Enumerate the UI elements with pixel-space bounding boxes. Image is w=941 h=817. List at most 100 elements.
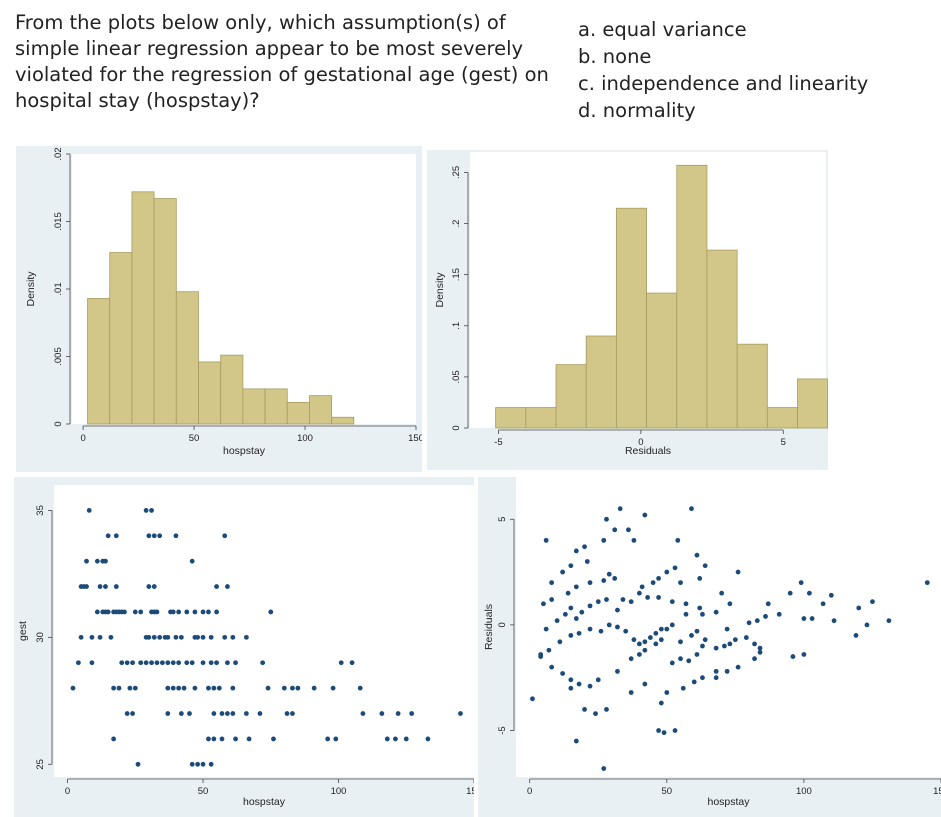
scatter-point — [97, 634, 103, 640]
scatter-point — [606, 622, 612, 628]
scatter-point — [724, 668, 730, 674]
option-letter: d. — [578, 99, 597, 122]
scatter-point — [230, 685, 236, 691]
scatter-point — [636, 652, 642, 657]
scatter-point — [219, 711, 225, 716]
scatter-point — [211, 711, 217, 716]
scatter-point — [284, 711, 290, 716]
x-tick-label: 100 — [331, 786, 347, 797]
scatter-point — [582, 544, 587, 550]
scatter-point — [576, 630, 582, 636]
scatter-point — [573, 584, 579, 590]
scatter-point — [549, 597, 555, 602]
y-tick-label: .25 — [451, 166, 462, 179]
scatter-point — [154, 660, 160, 666]
scatter-point — [214, 584, 219, 589]
scatter-point — [103, 558, 108, 564]
y-tick-label: 35 — [35, 505, 46, 516]
scatter-point — [75, 660, 81, 666]
histogram-bar — [131, 191, 155, 425]
scatter-point — [170, 609, 176, 615]
histogram-bar — [331, 416, 355, 425]
scatter-point — [752, 641, 757, 647]
scatter-point — [628, 690, 634, 695]
histogram-bar — [87, 298, 111, 425]
scatter-point — [157, 533, 163, 539]
scatter-point — [743, 635, 749, 640]
scatter-point — [831, 618, 837, 624]
scatter-point — [219, 736, 225, 742]
scatter-point — [195, 761, 201, 767]
scatter-point — [325, 736, 331, 742]
option-d[interactable]: d. normality — [578, 97, 868, 124]
x-axis-label: hospstay — [707, 796, 750, 808]
scatter-point — [870, 599, 875, 605]
scatter-point — [403, 736, 409, 742]
scatter-point — [669, 599, 675, 605]
scatter-point — [290, 685, 295, 691]
scatter-point — [333, 736, 339, 742]
histogram-bar — [615, 207, 647, 429]
y-tick-label: -5 — [497, 726, 508, 734]
scatter-point — [790, 654, 796, 659]
scatter-point — [713, 668, 719, 674]
scatter-point — [260, 660, 266, 666]
option-text: independence and linearity — [601, 72, 869, 95]
scatter-point — [116, 685, 122, 691]
scatter-point — [672, 728, 678, 733]
scatter-point — [700, 611, 705, 617]
scatter-point — [176, 660, 182, 666]
scatter-point — [557, 639, 563, 645]
scatter-point — [656, 595, 661, 600]
scatter-point — [165, 634, 171, 640]
scatter-point — [149, 660, 154, 666]
scatter-point — [864, 622, 870, 628]
scatter-point — [732, 637, 738, 643]
scatter-point — [678, 580, 683, 586]
scatter-point — [593, 711, 598, 717]
scatter-point — [225, 660, 230, 666]
scatter-point — [568, 633, 574, 638]
scatter-point — [595, 599, 601, 605]
y-tick-label: .1 — [451, 322, 462, 330]
option-b[interactable]: b. none — [578, 43, 868, 70]
scatter-point — [801, 616, 807, 621]
scatter-point — [853, 633, 859, 638]
option-letter: a. — [578, 18, 597, 41]
x-tick-label: 50 — [189, 433, 200, 444]
scatter-point — [157, 634, 163, 640]
scatter-point — [713, 675, 719, 681]
scatter-point — [173, 634, 179, 640]
scatter-point — [650, 580, 656, 586]
scatter-point — [206, 609, 211, 615]
scatter-point — [683, 611, 689, 617]
scatter-point — [669, 622, 675, 628]
y-tick-label: .015 — [53, 212, 64, 231]
scatter-point — [683, 601, 689, 607]
option-c[interactable]: c. independence and linearity — [578, 70, 868, 97]
scatter-point — [94, 558, 100, 564]
scatter-point — [108, 634, 114, 640]
scatter-point — [664, 569, 670, 575]
scatter-point — [143, 507, 149, 513]
scatter-point — [357, 685, 363, 691]
scatter-point — [222, 634, 228, 640]
scatter-point — [798, 580, 804, 586]
scatter-point — [541, 601, 546, 607]
option-a[interactable]: a. equal variance — [578, 16, 868, 43]
scatter-point — [257, 711, 263, 716]
question-text: From the plots below only, which assumpt… — [15, 11, 549, 112]
scatter-point — [111, 736, 117, 742]
x-tick-label: 0 — [527, 786, 532, 797]
scatter-point — [138, 609, 144, 615]
scatter-point — [636, 641, 642, 647]
scatter-point — [546, 647, 552, 653]
histogram-bar — [736, 343, 768, 429]
scatter-point — [295, 685, 301, 691]
scatter-point — [576, 681, 582, 687]
scatter-point — [225, 711, 230, 716]
scatter-point — [187, 711, 192, 716]
scatter-point — [349, 660, 355, 666]
scatter-point — [697, 605, 703, 611]
scatter-point — [620, 597, 626, 602]
